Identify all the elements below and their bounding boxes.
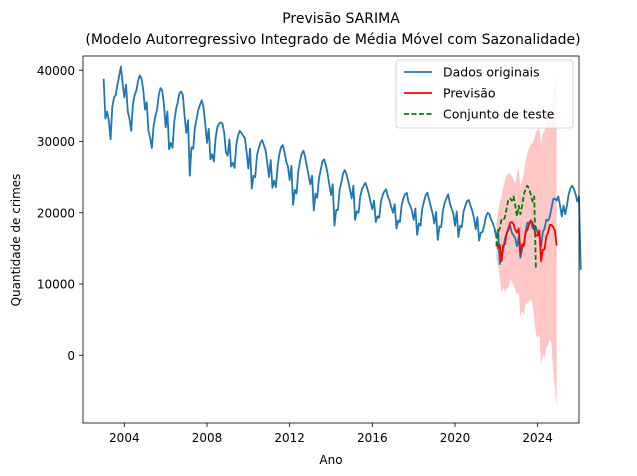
x-tick-label: 2020 [440, 431, 471, 445]
y-tick-label: 0 [67, 349, 75, 363]
x-tick-label: 2008 [192, 431, 223, 445]
legend-frame [395, 59, 574, 129]
series-line-test [495, 184, 537, 270]
confidence-band [496, 73, 557, 408]
x-axis-label: Ano [319, 453, 342, 467]
legend-label-original: Dados originais [443, 65, 540, 80]
series-line-forecast [495, 219, 558, 263]
plot-frame [82, 55, 580, 424]
y-tick-label: 10000 [37, 278, 75, 292]
y-axis: 0 10000 20000 30000 40000 [37, 64, 83, 363]
chart-title: Previsão SARIMA [282, 11, 400, 27]
legend-label-test: Conjunto de teste [443, 107, 555, 122]
x-axis: 2004 2008 2012 2016 2020 2024 [109, 423, 553, 445]
x-tick-label: 2012 [274, 431, 305, 445]
y-tick-label: 30000 [37, 135, 75, 149]
x-tick-label: 2016 [357, 431, 388, 445]
legend-label-forecast: Previsão [443, 86, 496, 101]
x-tick-label: 2024 [522, 431, 553, 445]
y-tick-label: 40000 [37, 64, 75, 78]
x-tick-label: 2004 [109, 431, 140, 445]
chart-subtitle: (Modelo Autorregressivo Integrado de Méd… [85, 32, 580, 48]
legend: Dados originais Previsão Conjunto de tes… [395, 59, 574, 129]
plot-area [102, 65, 582, 408]
y-axis-label: Quantidade de crimes [9, 174, 23, 307]
y-tick-label: 20000 [37, 206, 75, 220]
